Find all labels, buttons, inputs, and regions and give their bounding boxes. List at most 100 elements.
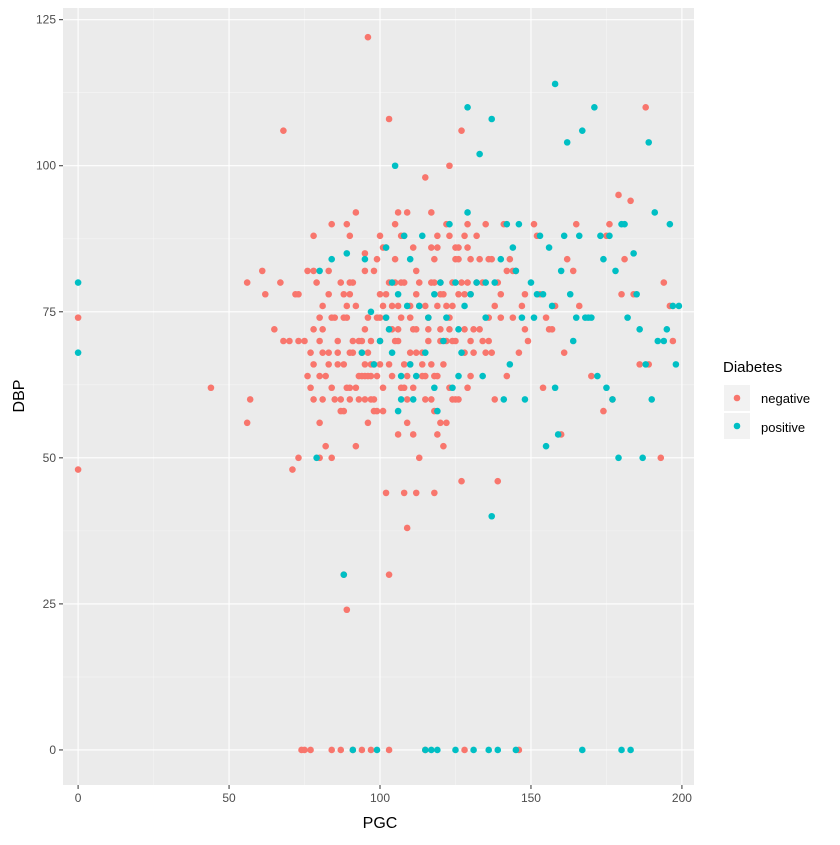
data-point-negative bbox=[258, 267, 266, 275]
data-point-negative bbox=[328, 384, 336, 392]
data-point-positive bbox=[539, 290, 547, 298]
data-point-negative bbox=[376, 232, 384, 240]
data-point-negative bbox=[403, 524, 411, 532]
data-point-negative bbox=[301, 746, 308, 754]
data-point-positive bbox=[491, 279, 499, 286]
data-point-negative bbox=[385, 361, 393, 368]
data-point-negative bbox=[349, 279, 357, 286]
data-point-positive bbox=[400, 232, 408, 240]
data-point-negative bbox=[295, 290, 302, 298]
data-point-negative bbox=[621, 255, 628, 263]
y-axis-ticks: 0 25 50 75 100 125 bbox=[36, 13, 63, 757]
data-point-negative bbox=[337, 279, 345, 286]
data-point-negative bbox=[310, 267, 317, 275]
data-point-positive bbox=[343, 250, 351, 257]
data-point-positive bbox=[509, 244, 517, 251]
data-point-positive bbox=[606, 232, 613, 240]
data-point-negative bbox=[246, 396, 254, 403]
data-point-negative bbox=[286, 337, 293, 345]
data-point-negative bbox=[207, 384, 215, 392]
data-point-negative bbox=[422, 302, 429, 310]
data-point-negative bbox=[588, 372, 595, 380]
data-point-negative bbox=[412, 489, 420, 497]
data-point-positive bbox=[479, 372, 486, 380]
data-point-negative bbox=[437, 419, 444, 427]
data-point-negative bbox=[340, 290, 348, 298]
data-point-positive bbox=[600, 255, 607, 263]
data-point-positive bbox=[485, 746, 493, 754]
data-point-positive bbox=[488, 115, 496, 123]
data-point-negative bbox=[325, 290, 332, 298]
data-point-positive bbox=[642, 361, 649, 368]
data-point-negative bbox=[340, 407, 348, 415]
data-point-negative bbox=[657, 454, 665, 462]
data-point-negative bbox=[412, 349, 420, 356]
data-point-positive bbox=[316, 267, 323, 275]
legend: Diabetes negative positive bbox=[723, 359, 810, 439]
data-point-negative bbox=[470, 326, 477, 333]
data-point-negative bbox=[334, 361, 342, 368]
plot-panel bbox=[63, 8, 694, 785]
data-point-positive bbox=[666, 220, 674, 228]
data-point-positive bbox=[651, 209, 659, 216]
data-point-positive bbox=[434, 407, 441, 415]
data-point-positive bbox=[521, 396, 529, 403]
data-point-negative bbox=[307, 349, 314, 356]
data-point-negative bbox=[446, 232, 453, 240]
data-point-positive bbox=[373, 746, 381, 754]
data-point-positive bbox=[464, 209, 471, 216]
data-point-positive bbox=[467, 290, 474, 298]
data-point-positive bbox=[578, 127, 586, 134]
data-point-negative bbox=[521, 326, 529, 333]
data-point-negative bbox=[307, 384, 314, 392]
data-point-negative bbox=[627, 197, 634, 205]
data-point-positive bbox=[470, 746, 477, 754]
data-point-negative bbox=[482, 349, 489, 356]
data-point-negative bbox=[428, 244, 435, 251]
data-point-positive bbox=[594, 372, 601, 380]
data-point-negative bbox=[440, 442, 447, 450]
data-point-negative bbox=[382, 290, 390, 298]
legend-swatch-negative bbox=[733, 394, 741, 402]
data-point-positive bbox=[406, 361, 414, 368]
data-point-negative bbox=[319, 349, 326, 356]
data-point-negative bbox=[361, 267, 369, 275]
data-point-negative bbox=[316, 337, 323, 345]
data-point-negative bbox=[394, 337, 402, 345]
data-points bbox=[74, 33, 683, 754]
data-point-negative bbox=[422, 174, 429, 181]
data-point-negative bbox=[364, 349, 372, 356]
data-point-negative bbox=[458, 279, 465, 286]
legend-label-positive: positive bbox=[761, 420, 805, 435]
data-point-negative bbox=[343, 314, 351, 321]
data-point-negative bbox=[409, 384, 417, 392]
y-tick-label: 100 bbox=[36, 159, 56, 173]
data-point-positive bbox=[349, 746, 357, 754]
data-point-negative bbox=[394, 326, 402, 333]
x-axis-label: PGC bbox=[363, 815, 398, 832]
data-point-positive bbox=[437, 279, 444, 286]
data-point-positive bbox=[648, 396, 656, 403]
data-point-positive bbox=[503, 220, 511, 228]
data-point-negative bbox=[449, 302, 456, 310]
data-point-negative bbox=[364, 419, 372, 427]
data-point-positive bbox=[397, 372, 405, 380]
data-point-positive bbox=[542, 442, 550, 450]
data-point-positive bbox=[639, 454, 646, 462]
data-point-positive bbox=[431, 290, 438, 298]
data-point-positive bbox=[624, 314, 631, 321]
data-point-positive bbox=[636, 326, 643, 333]
data-point-positive bbox=[554, 431, 562, 438]
data-point-positive bbox=[422, 746, 429, 754]
data-point-positive bbox=[551, 80, 559, 88]
data-point-negative bbox=[467, 255, 474, 263]
data-point-negative bbox=[349, 349, 357, 356]
data-point-negative bbox=[361, 396, 369, 403]
data-point-negative bbox=[388, 372, 396, 380]
data-point-negative bbox=[361, 250, 369, 257]
data-point-positive bbox=[633, 290, 640, 298]
data-point-negative bbox=[358, 337, 366, 345]
data-point-negative bbox=[280, 127, 287, 134]
data-point-negative bbox=[467, 337, 474, 345]
